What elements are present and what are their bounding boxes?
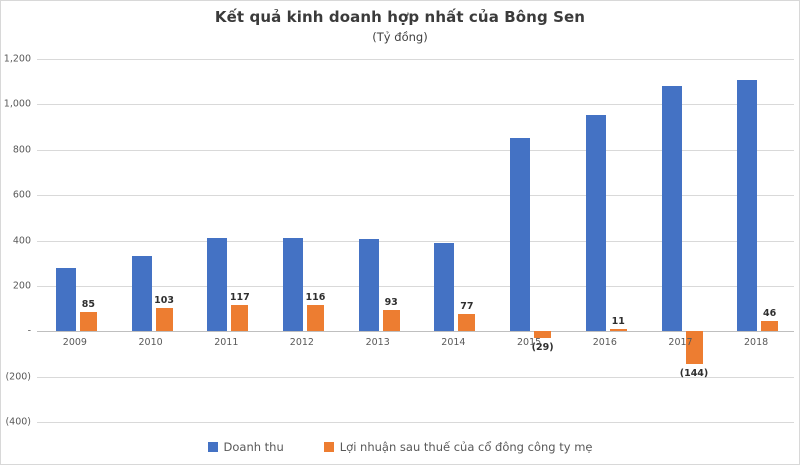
- y-axis-label: 1,000: [3, 98, 31, 110]
- y-axis-label: 800: [12, 144, 31, 156]
- legend-item-doanh-thu: Doanh thu: [207, 440, 284, 454]
- x-axis-label: 2012: [289, 337, 314, 349]
- x-axis-label: 2011: [214, 337, 239, 349]
- bar-loi-nhuan: [458, 313, 476, 332]
- bar-value-label: (144): [679, 367, 709, 379]
- gridline: [37, 195, 794, 197]
- x-axis-label: 2010: [138, 337, 163, 349]
- bar-doanh-thu: [207, 238, 228, 332]
- y-axis-label: 200: [12, 280, 31, 292]
- y-axis-label: 1,200: [3, 53, 31, 65]
- bar-doanh-thu: [737, 79, 758, 332]
- bar-value-label: 103: [154, 294, 175, 306]
- bar-loi-nhuan: [609, 328, 627, 332]
- bar-doanh-thu: [661, 86, 682, 332]
- bar-doanh-thu: [282, 238, 303, 332]
- y-axis-label: (200): [5, 371, 31, 383]
- y-axis: 1,200 1,000 800 600 400 200 - (200) (400): [1, 54, 31, 428]
- legend-color-swatch-icon: [207, 442, 218, 452]
- chart-title: Kết quả kinh doanh hợp nhất của Bông Sen: [214, 8, 586, 26]
- bar-value-label: 46: [762, 307, 777, 319]
- legend: Doanh thu Lợi nhuận sau thuế của cổ đông …: [1, 440, 799, 454]
- bar-doanh-thu: [55, 267, 76, 332]
- y-axis-label: 400: [12, 235, 31, 246]
- x-axis-label: 2009: [62, 337, 87, 349]
- gridline: [37, 376, 794, 378]
- bar-value-label: (29): [531, 341, 554, 353]
- bar-loi-nhuan: [79, 312, 97, 332]
- bar-doanh-thu: [434, 243, 455, 332]
- x-axis-label: 2018: [744, 337, 769, 349]
- gridline: [37, 104, 794, 106]
- gridline: [37, 285, 794, 287]
- x-axis-line: [37, 331, 794, 333]
- x-axis-label: 2016: [592, 337, 617, 349]
- bar-value-label: 93: [384, 297, 398, 309]
- bar-value-label: 116: [305, 291, 326, 303]
- bar-doanh-thu: [131, 256, 152, 332]
- bar-loi-nhuan: [534, 331, 552, 338]
- y-axis-label: (400): [5, 416, 31, 428]
- legend-label: Lợi nhuận sau thuế của cổ đông công ty m…: [339, 440, 593, 454]
- gridline: [37, 422, 794, 423]
- bar-value-label: 117: [229, 291, 250, 303]
- legend-label: Doanh thu: [223, 440, 284, 454]
- gridline: [37, 149, 794, 151]
- x-axis-label: 2014: [441, 337, 466, 349]
- bar-loi-nhuan: [155, 307, 173, 332]
- x-axis-label: 2013: [365, 337, 390, 349]
- bar-loi-nhuan: [685, 331, 703, 364]
- x-axis-label: 2015: [517, 337, 542, 349]
- bar-doanh-thu: [585, 114, 606, 332]
- x-axis-label: 2017: [668, 337, 693, 349]
- gridline: [37, 59, 794, 60]
- bar-loi-nhuan: [306, 304, 324, 332]
- bar-doanh-thu: [358, 238, 379, 332]
- legend-color-swatch-icon: [323, 442, 334, 452]
- gridline: [37, 240, 794, 242]
- bar-value-label: 11: [611, 315, 625, 327]
- plot-area: 85 2009 103 2010 117 2011 116 2012 93 2013 77 2014 (…: [37, 59, 794, 423]
- y-axis-label: -: [27, 325, 31, 337]
- bar-value-label: 77: [460, 300, 474, 312]
- legend-item-loi-nhuan: Lợi nhuận sau thuế của cổ đông công ty m…: [323, 440, 593, 454]
- bar-loi-nhuan: [231, 304, 249, 332]
- chart-subtitle: (Tỷ đồng): [372, 30, 428, 44]
- bar-loi-nhuan: [761, 320, 779, 332]
- bar-loi-nhuan: [382, 310, 400, 332]
- bar-doanh-thu: [510, 138, 531, 332]
- bar-value-label: 85: [81, 299, 96, 310]
- y-axis-label: 600: [12, 189, 31, 201]
